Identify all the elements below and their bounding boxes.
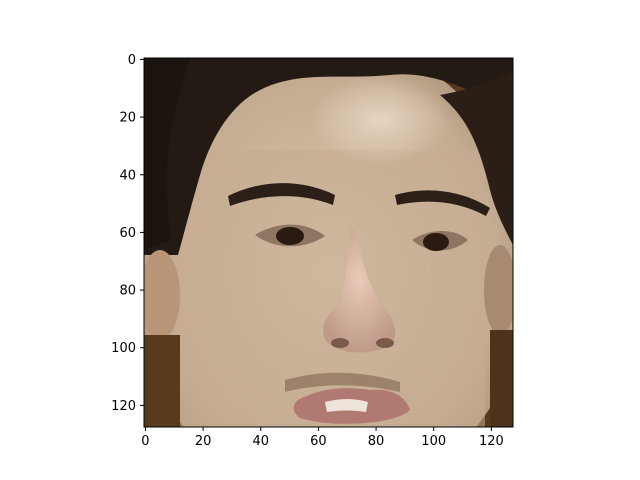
axes-frame [143,57,514,428]
x-tick-label: 20 [195,434,212,449]
x-tick-label: 120 [479,434,504,449]
y-tick-label: 60 [119,226,136,241]
y-tick-label: 120 [111,399,136,414]
y-tick-label: 0 [128,53,136,68]
y-tick-label: 20 [119,111,136,126]
y-axis-ticks: 0 20 40 60 80 100 120 [111,53,144,414]
y-tick-label: 40 [119,168,136,183]
x-tick-label: 60 [310,434,327,449]
x-axis-ticks: 0 20 40 60 80 100 120 [141,427,504,449]
x-tick-label: 80 [368,434,385,449]
x-tick-label: 100 [421,434,446,449]
face-image [144,58,513,427]
x-tick-label: 0 [141,434,149,449]
y-tick-label: 100 [111,341,136,356]
y-tick-label: 80 [119,284,136,299]
x-tick-label: 40 [252,434,269,449]
